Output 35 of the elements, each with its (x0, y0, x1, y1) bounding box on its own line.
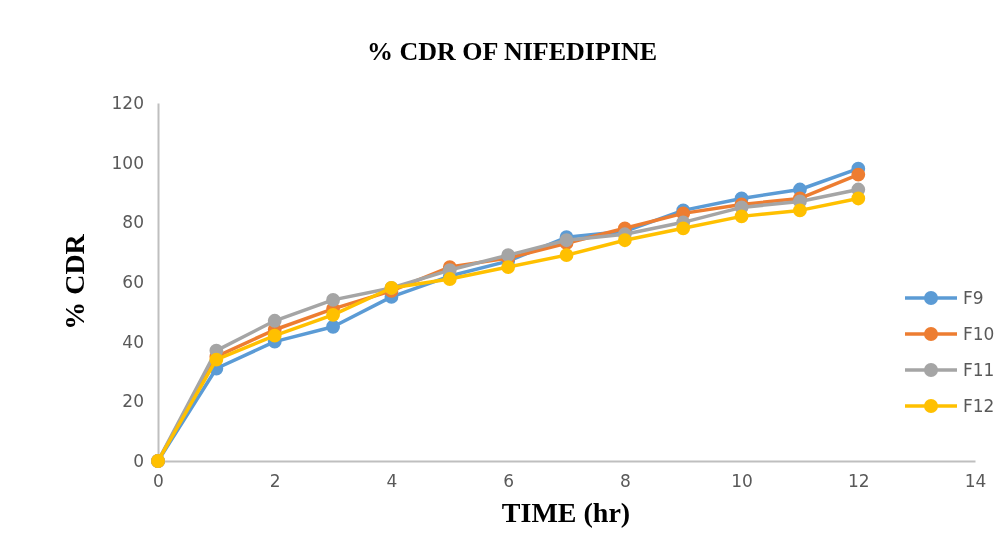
y-tick-label: 40 (122, 331, 144, 352)
x-tick-label: 2 (269, 471, 281, 492)
y-tick-label: 20 (122, 391, 144, 412)
y-axis-title: % CDR (59, 233, 90, 330)
x-tick-label: 12 (847, 471, 870, 492)
legend-label: F11 (963, 360, 995, 380)
y-tick-label: 0 (133, 450, 144, 471)
point (267, 313, 282, 328)
point (501, 260, 516, 274)
legend-label: F12 (963, 396, 995, 416)
x-axis-title: TIME (hr) (501, 497, 631, 528)
legend-label: F10 (963, 324, 995, 344)
point (326, 293, 340, 307)
point (326, 307, 340, 322)
x-tick-label: 14 (964, 471, 987, 492)
x-tick-label: 6 (503, 471, 515, 492)
y-tick-label: 100 (111, 152, 144, 173)
x-tick-label: 10 (731, 471, 753, 492)
x-tick-label: 8 (619, 471, 631, 492)
y-tick-label: 60 (122, 271, 144, 292)
point (267, 328, 282, 343)
point (326, 319, 340, 334)
x-tick-label: 0 (153, 471, 164, 492)
point (676, 221, 691, 236)
point (851, 191, 866, 206)
y-tick-label: 80 (122, 212, 144, 233)
x-tick-label: 4 (386, 471, 398, 492)
point (851, 167, 866, 182)
point (734, 209, 749, 224)
legend-label: F9 (963, 288, 984, 308)
point (793, 203, 807, 218)
chart-title: % CDR OF NIFEDIPINE (366, 37, 658, 66)
point (559, 248, 574, 263)
point (617, 233, 632, 248)
y-tick-label: 120 (111, 92, 144, 113)
